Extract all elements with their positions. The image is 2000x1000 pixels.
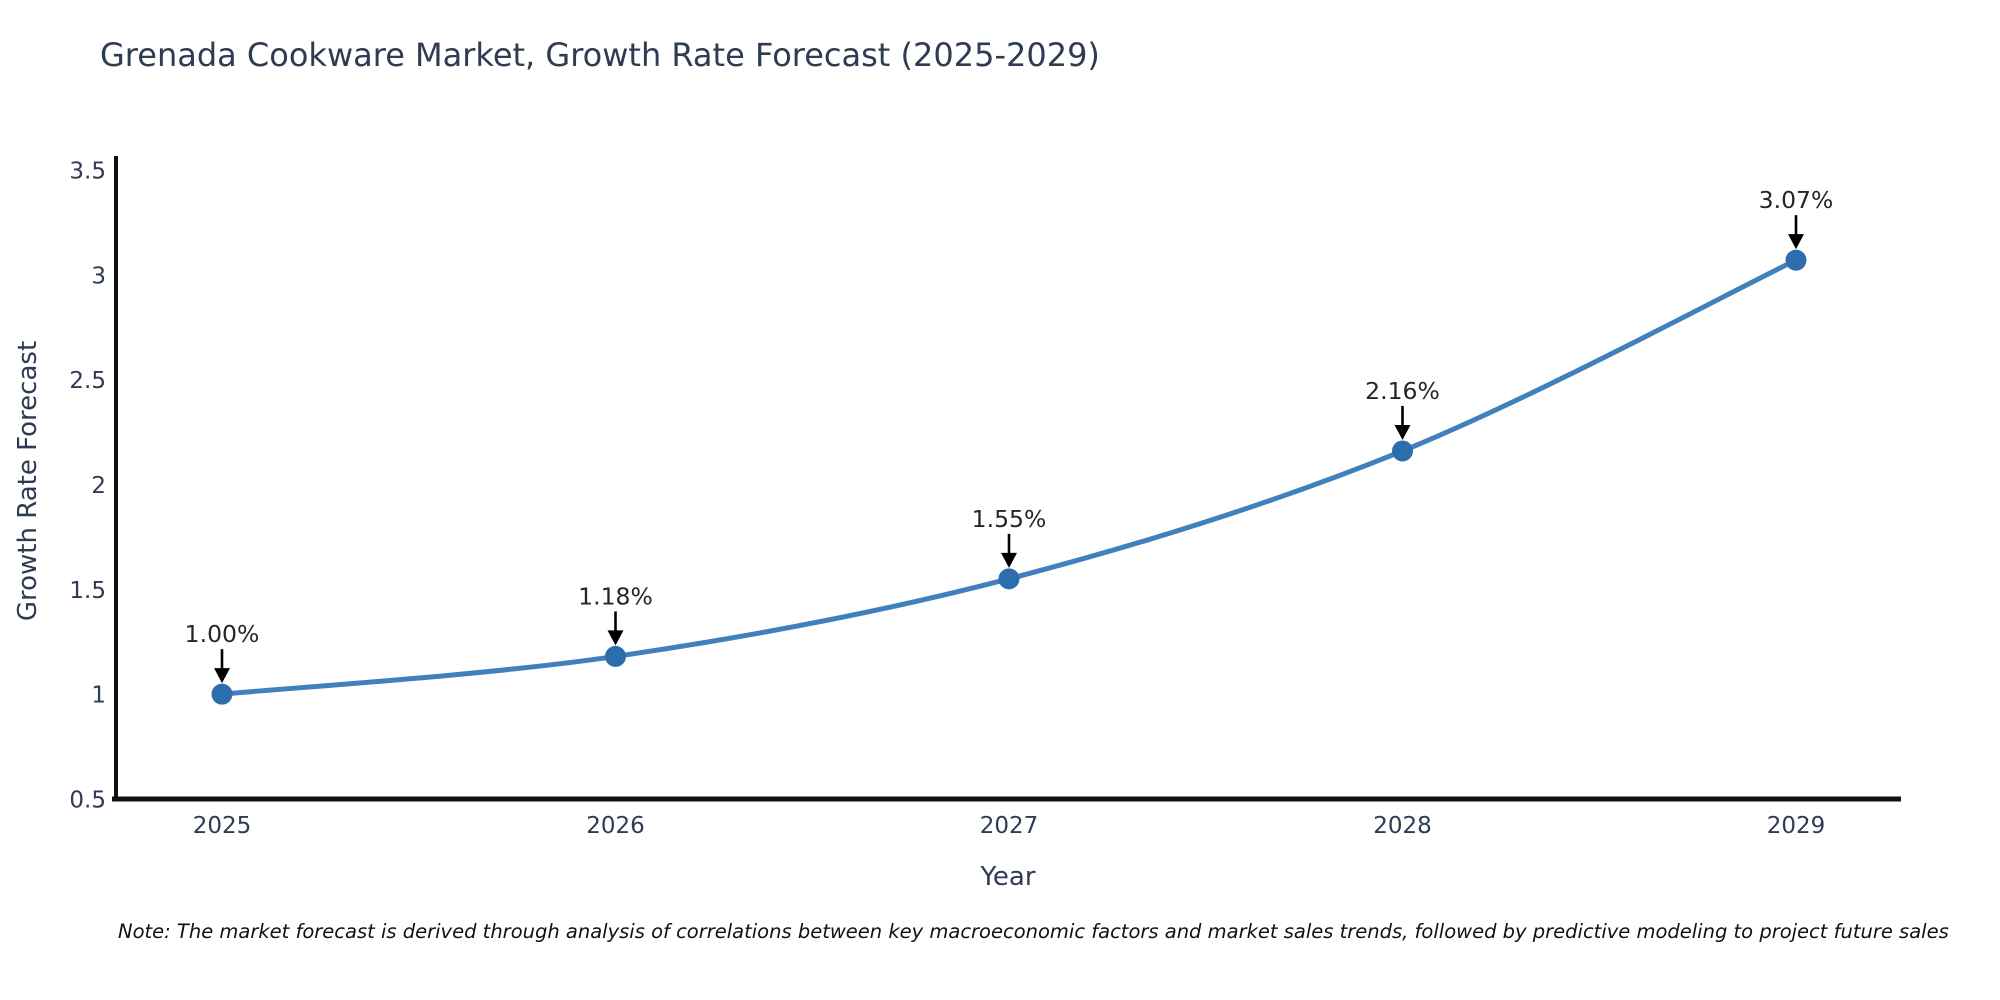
- annotation-arrowhead-icon: [1394, 424, 1411, 440]
- x-tick-label: 2025: [193, 813, 252, 839]
- point-value-label: 1.00%: [185, 620, 260, 648]
- trend-line: [219, 257, 1799, 697]
- point-value-label: 1.55%: [972, 505, 1047, 533]
- data-point-2028: [1392, 440, 1413, 462]
- x-tick-label: 2029: [1767, 813, 1826, 839]
- y-tick-label: 3.5: [69, 159, 106, 185]
- x-tick-label: 2026: [586, 813, 645, 839]
- y-tick-label: 1: [91, 683, 106, 709]
- y-tick-label: 3: [91, 263, 106, 289]
- point-value-label: 2.16%: [1365, 377, 1440, 405]
- data-point-2025: [211, 683, 233, 705]
- y-tick-label: 2.5: [69, 368, 106, 394]
- y-tick-label: 0.5: [69, 788, 106, 814]
- data-point-2026: [605, 645, 626, 667]
- x-tick-label: 2027: [980, 813, 1039, 839]
- x-tick-label: 2028: [1373, 813, 1432, 839]
- data-point-2029: [1785, 249, 1807, 271]
- point-value-label: 1.18%: [578, 582, 653, 610]
- x-axis-title: Year: [980, 862, 1036, 892]
- footnote: Note: The market forecast is derived thr…: [118, 920, 1949, 943]
- annotation-arrowhead-icon: [1001, 552, 1017, 568]
- annotation-arrowhead-icon: [607, 630, 624, 646]
- y-tick-label: 2: [91, 473, 106, 499]
- y-tick-label: 1.5: [69, 578, 106, 604]
- chart-title: Grenada Cookware Market, Growth Rate For…: [100, 36, 1100, 74]
- annotation-arrowhead-icon: [1788, 234, 1804, 250]
- point-value-label: 3.07%: [1759, 186, 1834, 214]
- annotation-arrowhead-icon: [214, 668, 230, 684]
- data-point-2027: [998, 568, 1020, 590]
